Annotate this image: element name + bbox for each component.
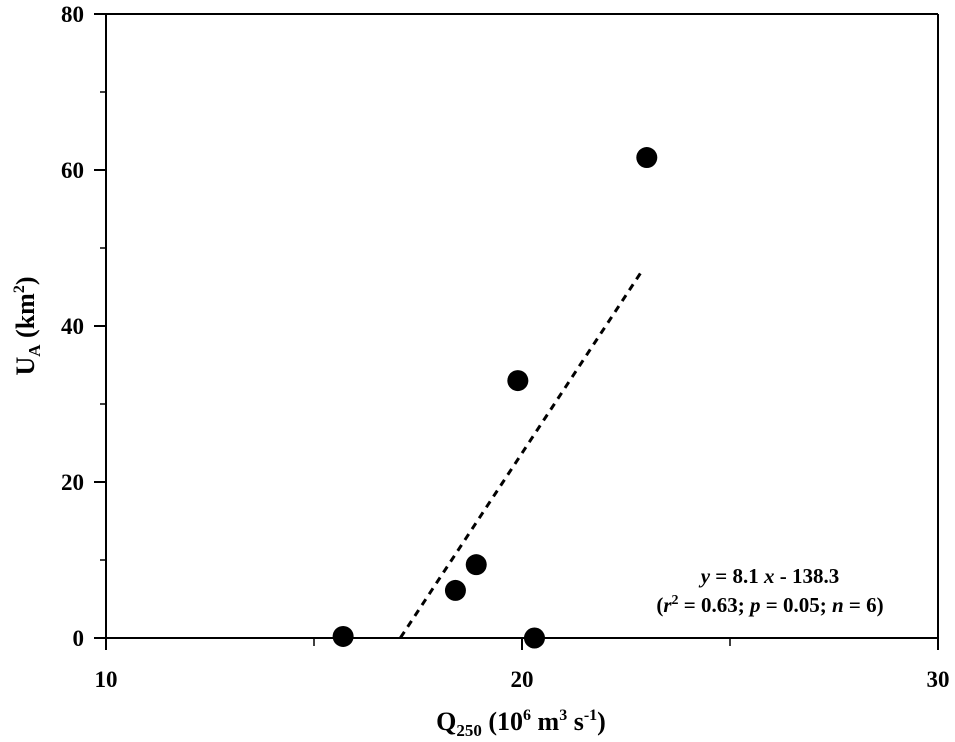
regression-stats: (r2 = 0.63; p = 0.05; n = 6) xyxy=(656,593,883,617)
y-axis-title-subscript: A xyxy=(25,344,44,357)
data-point xyxy=(332,625,354,647)
data-point xyxy=(444,579,466,601)
x-tick-label: 10 xyxy=(95,667,118,692)
data-point xyxy=(636,147,658,169)
x-axis-title-subscript: 250 xyxy=(456,721,482,740)
y-axis-ticks: 0 20 40 60 80 xyxy=(61,2,106,651)
x-tick-label: 20 xyxy=(511,667,534,692)
y-axis-title: UA (km2) xyxy=(11,276,44,375)
regression-equation: y = 8.1 x - 138.3 xyxy=(698,564,840,588)
y-tick-label: 60 xyxy=(61,158,84,183)
y-tick-label: 40 xyxy=(61,314,84,339)
regression-annotation: y = 8.1 x - 138.3 (r2 = 0.63; p = 0.05; … xyxy=(656,564,883,617)
regression-line xyxy=(399,269,644,639)
data-points xyxy=(332,147,658,649)
data-point xyxy=(507,370,529,392)
y-tick-label: 20 xyxy=(61,470,84,495)
y-tick-label: 0 xyxy=(73,626,85,651)
x-tick-label: 30 xyxy=(927,667,950,692)
x-axis-title: Q250 (106 m3 s-1) xyxy=(436,707,606,740)
x-axis-ticks: 10 20 30 xyxy=(95,638,950,692)
y-tick-label: 80 xyxy=(61,2,84,27)
data-point xyxy=(465,554,487,576)
plot-frame xyxy=(105,13,939,639)
data-point xyxy=(523,627,545,649)
